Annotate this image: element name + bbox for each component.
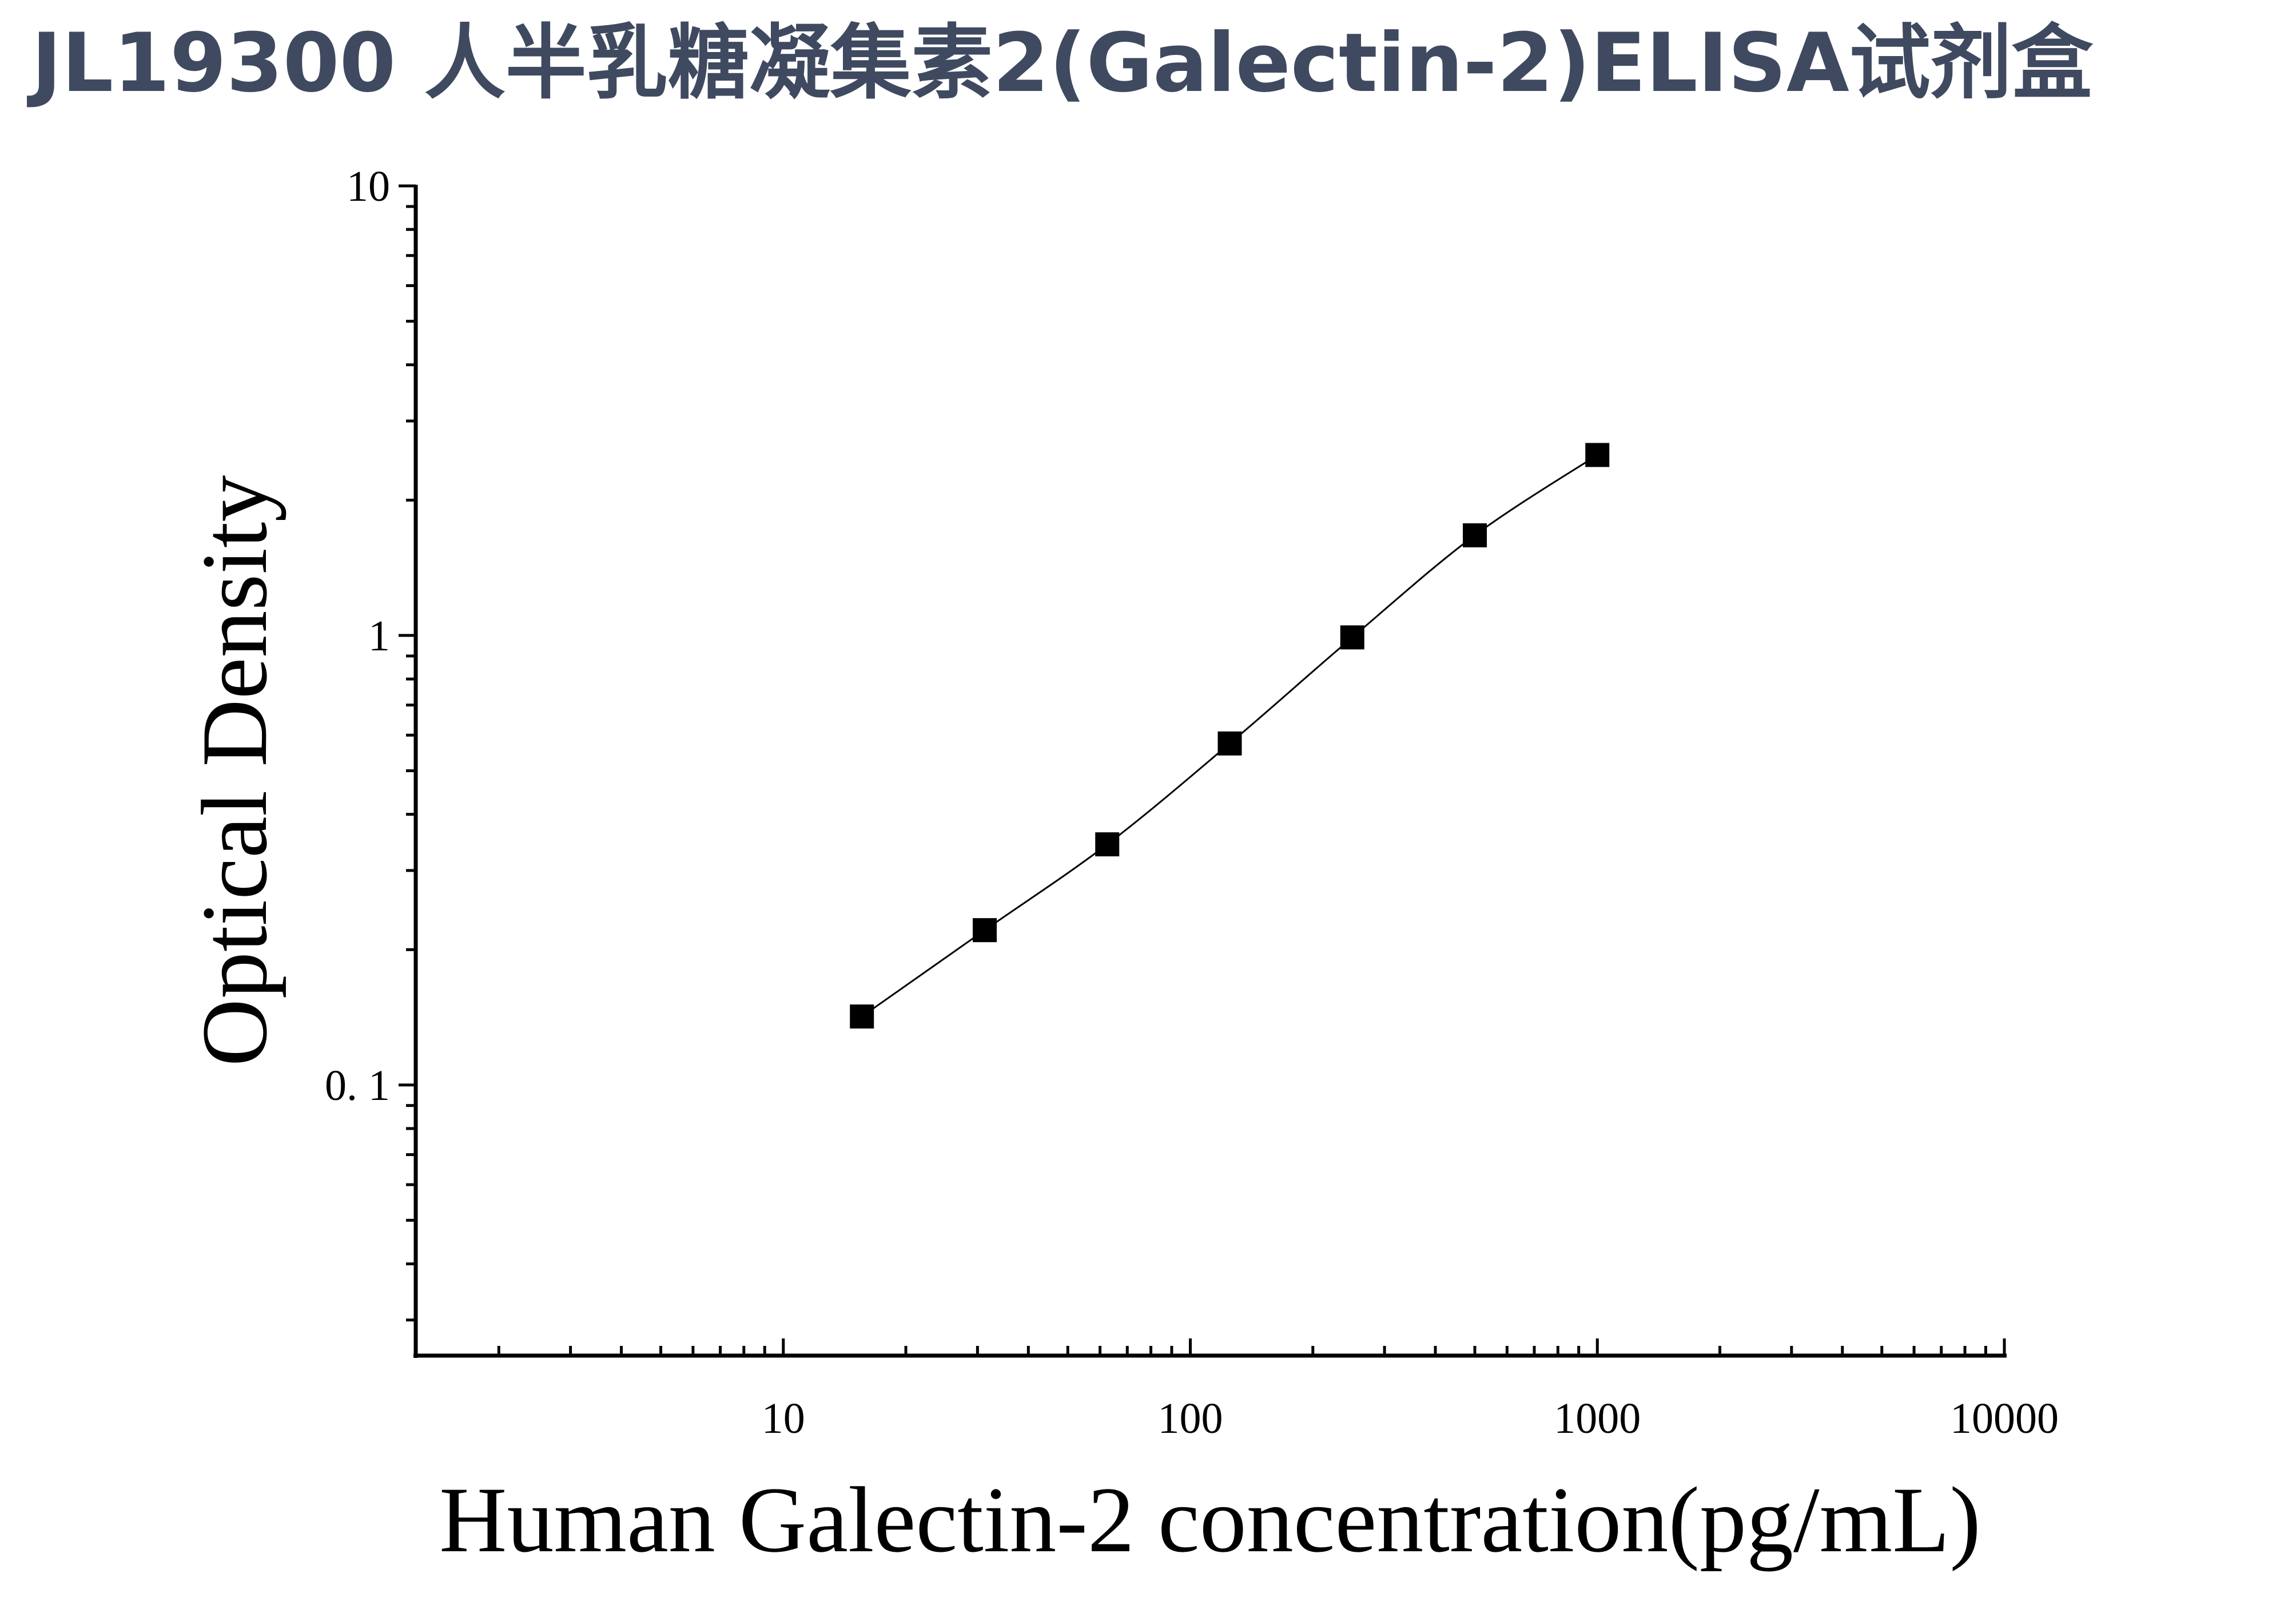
- y-axis-title: Optical Density: [183, 475, 286, 1067]
- data-point: [1340, 625, 1364, 650]
- data-point: [972, 918, 997, 943]
- x-axis-ticks: 10 100 1000 10000: [497, 1338, 2059, 1443]
- data-point: [1217, 731, 1242, 756]
- data-point: [1463, 523, 1487, 547]
- x-tick-label: 100: [1158, 1395, 1223, 1443]
- x-tick-label: 1000: [1554, 1395, 1641, 1443]
- axes: [413, 185, 2007, 1358]
- data-points-layer: [850, 443, 1610, 1029]
- x-tick-label: 10000: [1950, 1395, 2059, 1443]
- y-tick-label: 1: [368, 612, 390, 660]
- y-axis-ticks: 0. 1 1 10: [325, 162, 416, 1322]
- data-point: [850, 1004, 874, 1029]
- y-tick-label: 10: [347, 162, 390, 210]
- page-title: JL19300 人半乳糖凝集素2(Galectin-2)ELISA试剂盒: [31, 16, 2093, 110]
- y-tick-label: 0. 1: [325, 1062, 390, 1110]
- data-point: [1095, 832, 1120, 857]
- data-point: [1585, 443, 1610, 467]
- x-tick-label: 10: [762, 1395, 805, 1443]
- x-axis-title: Human Galectin-2 concentration(pg/mL): [439, 1468, 1981, 1572]
